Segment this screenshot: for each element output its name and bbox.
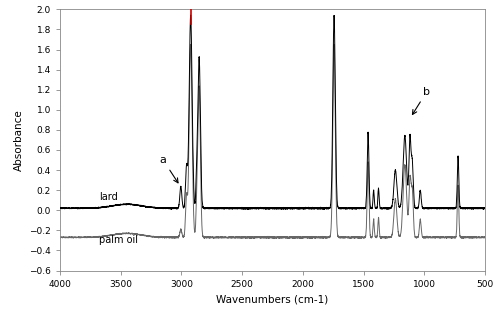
Text: palm oil: palm oil [99, 235, 138, 245]
Text: a: a [160, 155, 178, 183]
Y-axis label: Absorbance: Absorbance [14, 109, 24, 171]
X-axis label: Wavenumbers (cm-1): Wavenumbers (cm-1) [216, 294, 328, 304]
Text: b: b [412, 87, 430, 114]
Text: lard: lard [99, 192, 117, 202]
